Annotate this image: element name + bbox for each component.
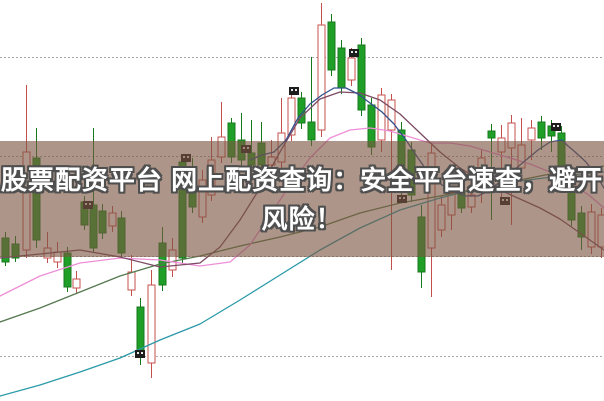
candle-body bbox=[357, 44, 366, 111]
event-marker-dot bbox=[291, 89, 293, 91]
event-marker bbox=[135, 350, 145, 358]
candle-up bbox=[147, 270, 156, 378]
event-marker-box bbox=[349, 49, 359, 57]
candle-down bbox=[357, 38, 366, 116]
candle-body bbox=[387, 99, 396, 131]
candle-body bbox=[136, 306, 145, 353]
candle-body bbox=[147, 284, 156, 364]
event-marker bbox=[349, 49, 359, 57]
candle-body bbox=[347, 57, 356, 81]
event-marker-box bbox=[551, 123, 561, 131]
candle-body bbox=[327, 21, 336, 71]
candle-body bbox=[337, 47, 346, 89]
candle-down bbox=[327, 14, 336, 76]
event-marker-box bbox=[289, 87, 299, 95]
event-marker-dot bbox=[295, 89, 297, 91]
candle-down bbox=[337, 40, 346, 94]
event-marker-box bbox=[135, 350, 145, 358]
candle-body bbox=[307, 121, 316, 141]
candle-body bbox=[487, 130, 496, 139]
event-marker-dot bbox=[557, 125, 559, 127]
headline-line-2: 风险！ bbox=[261, 204, 343, 234]
event-marker-dot bbox=[141, 352, 143, 354]
candle-up bbox=[72, 271, 81, 293]
headline-banner-overlay: 股票配资平台 网上配资查询：安全平台速查，避开 风险！ bbox=[0, 141, 604, 257]
candle-body bbox=[127, 271, 136, 291]
event-marker-dot bbox=[137, 352, 139, 354]
event-marker-dot bbox=[351, 51, 353, 53]
candle-down bbox=[307, 57, 316, 146]
candle-up bbox=[317, 3, 326, 137]
candle-body bbox=[537, 121, 546, 139]
candle-body bbox=[527, 127, 536, 141]
event-marker bbox=[551, 123, 561, 131]
headline-line-1: 股票配资平台 网上配资查询：安全平台速查，避开 bbox=[0, 165, 604, 195]
event-marker-dot bbox=[553, 125, 555, 127]
candle-body bbox=[317, 24, 326, 131]
candle-body bbox=[63, 252, 72, 288]
event-marker-dot bbox=[355, 51, 357, 53]
candle-body bbox=[287, 97, 296, 136]
candle-body bbox=[377, 94, 386, 141]
candle-body bbox=[72, 278, 81, 289]
event-marker bbox=[289, 87, 299, 95]
